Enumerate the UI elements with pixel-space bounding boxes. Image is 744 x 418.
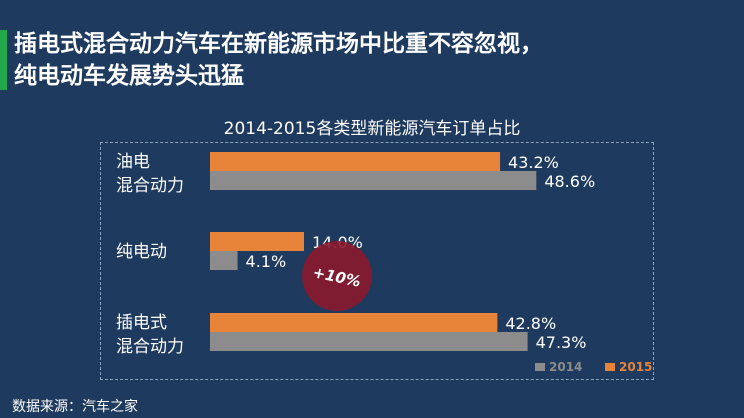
legend-label-2015: 2015 (619, 360, 652, 374)
bar-2014-2 (210, 251, 238, 270)
bar-2015-1 (210, 152, 501, 171)
headline-line-2: 纯电动车发展势头迅猛 (14, 63, 244, 89)
data-source: 数据来源：汽车之家 (12, 399, 138, 415)
category-label: 纯电动 (116, 242, 167, 262)
value-label-2015: 43.2% (508, 153, 559, 172)
category-label: 插电式混合动力 (116, 313, 184, 357)
legend-swatch-2014 (535, 363, 545, 371)
value-label-2015: 42.8% (505, 314, 556, 333)
legend-label-2014: 2014 (549, 360, 582, 374)
headline: 插电式混合动力汽车在新能源市场中比重不容忽视， 纯电动车发展势头迅猛 (14, 28, 734, 92)
accent-bar (0, 30, 7, 90)
bar-2014-3 (210, 332, 528, 351)
growth-badge (302, 241, 372, 311)
value-label-2014: 4.1% (246, 252, 287, 271)
category-label: 油电混合动力 (116, 152, 184, 196)
bar-2015-3 (210, 313, 498, 332)
value-label-2014: 47.3% (536, 333, 587, 352)
legend-swatch-2015 (605, 363, 615, 371)
bar-2014-1 (210, 171, 537, 190)
bar-2015-2 (210, 232, 304, 251)
chart-frame (100, 142, 654, 380)
chart-title: 2014-2015各类型新能源汽车订单占比 (223, 119, 521, 139)
value-label-2014: 48.6% (544, 172, 595, 191)
headline-line-1: 插电式混合动力汽车在新能源市场中比重不容忽视， (14, 31, 543, 57)
